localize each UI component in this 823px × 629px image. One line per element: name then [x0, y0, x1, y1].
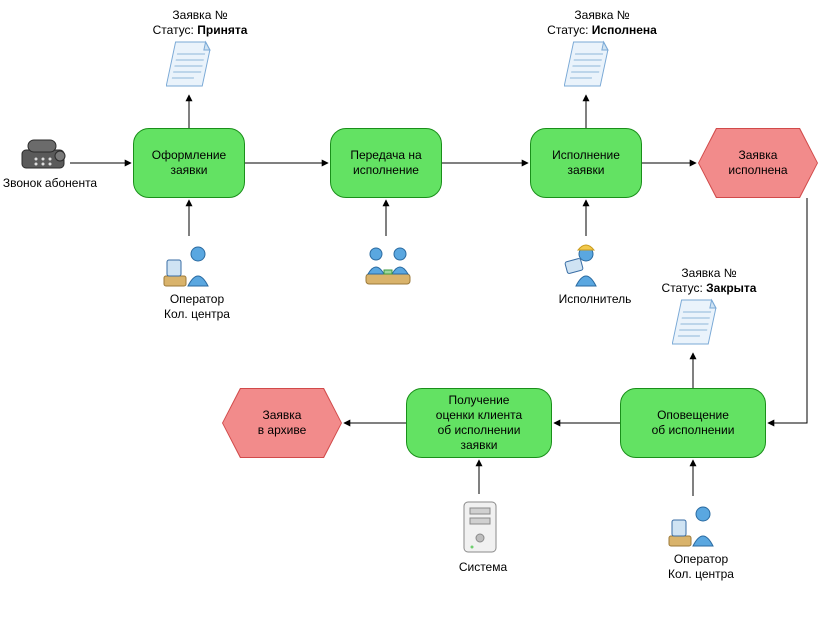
- flowchart-canvas: Звонок абонента Оформление заявки Переда…: [0, 0, 823, 629]
- doc1-l1: Заявка №: [172, 8, 227, 22]
- n5-line2: об исполнении: [652, 423, 735, 438]
- op2-l1: Оператор: [656, 552, 746, 567]
- doc2-l2b: Исполнена: [592, 23, 657, 37]
- op2-l2: Кол. центра: [656, 567, 746, 582]
- exec-l1: Исполнитель: [550, 292, 640, 307]
- doc1-l2b: Принята: [197, 23, 247, 37]
- doc2-l2a: Статус:: [547, 23, 592, 37]
- doc3-caption: Заявка № Статус: Закрыта: [644, 266, 774, 296]
- node-peredacha: Передача на исполнение: [330, 128, 442, 198]
- node-ocenka: Получение оценки клиента об исполнении з…: [406, 388, 552, 458]
- n2-line1: Передача на: [350, 148, 421, 163]
- n6-line2: оценки клиента: [436, 408, 522, 423]
- doc1-caption: Заявка № Статус: Принята: [140, 8, 260, 38]
- n5-line1: Оповещение: [652, 408, 735, 423]
- operator-icon: [162, 240, 214, 288]
- phone-caption: Звонок абонента: [0, 176, 100, 191]
- node-oformlenie: Оформление заявки: [133, 128, 245, 198]
- op1-l2: Кол. центра: [152, 307, 242, 322]
- n3-line1: Исполнение: [552, 148, 620, 163]
- document-icon: [672, 298, 718, 348]
- doc3-l2a: Статус:: [662, 281, 707, 295]
- n6-line4: заявки: [436, 438, 522, 453]
- system-l1: Система: [448, 560, 518, 575]
- node-ispolnena: Заявка исполнена: [698, 128, 818, 198]
- n2-line2: исполнение: [350, 163, 421, 178]
- n6-line1: Получение: [436, 393, 522, 408]
- n4-line2: исполнена: [728, 163, 787, 178]
- n6-line3: об исполнении: [436, 423, 522, 438]
- doc3-l2b: Закрыта: [706, 281, 756, 295]
- server-icon: [458, 498, 502, 558]
- n7-line2: в архиве: [258, 423, 307, 438]
- n7-line1: Заявка: [258, 408, 307, 423]
- node-opoveshchenie: Оповещение об исполнении: [620, 388, 766, 458]
- doc3-l1: Заявка №: [681, 266, 736, 280]
- document-icon: [166, 40, 212, 90]
- n1-line1: Оформление: [152, 148, 226, 163]
- n1-line2: заявки: [152, 163, 226, 178]
- system-caption: Система: [448, 560, 518, 575]
- meeting-icon: [360, 240, 416, 288]
- executor-icon: [562, 240, 614, 288]
- phone-icon: [18, 130, 68, 172]
- operator2-caption: Оператор Кол. центра: [656, 552, 746, 582]
- op1-l1: Оператор: [152, 292, 242, 307]
- document-icon: [564, 40, 610, 90]
- node-arhiv: Заявка в архиве: [222, 388, 342, 458]
- doc1-l2a: Статус:: [153, 23, 198, 37]
- node-ispolnenie: Исполнение заявки: [530, 128, 642, 198]
- n4-line1: Заявка: [728, 148, 787, 163]
- doc2-l1: Заявка №: [574, 8, 629, 22]
- operator1-caption: Оператор Кол. центра: [152, 292, 242, 322]
- operator-icon: [667, 500, 719, 548]
- n3-line2: заявки: [552, 163, 620, 178]
- executor-caption: Исполнитель: [550, 292, 640, 307]
- phone-caption-text: Звонок абонента: [3, 176, 97, 190]
- doc2-caption: Заявка № Статус: Исполнена: [532, 8, 672, 38]
